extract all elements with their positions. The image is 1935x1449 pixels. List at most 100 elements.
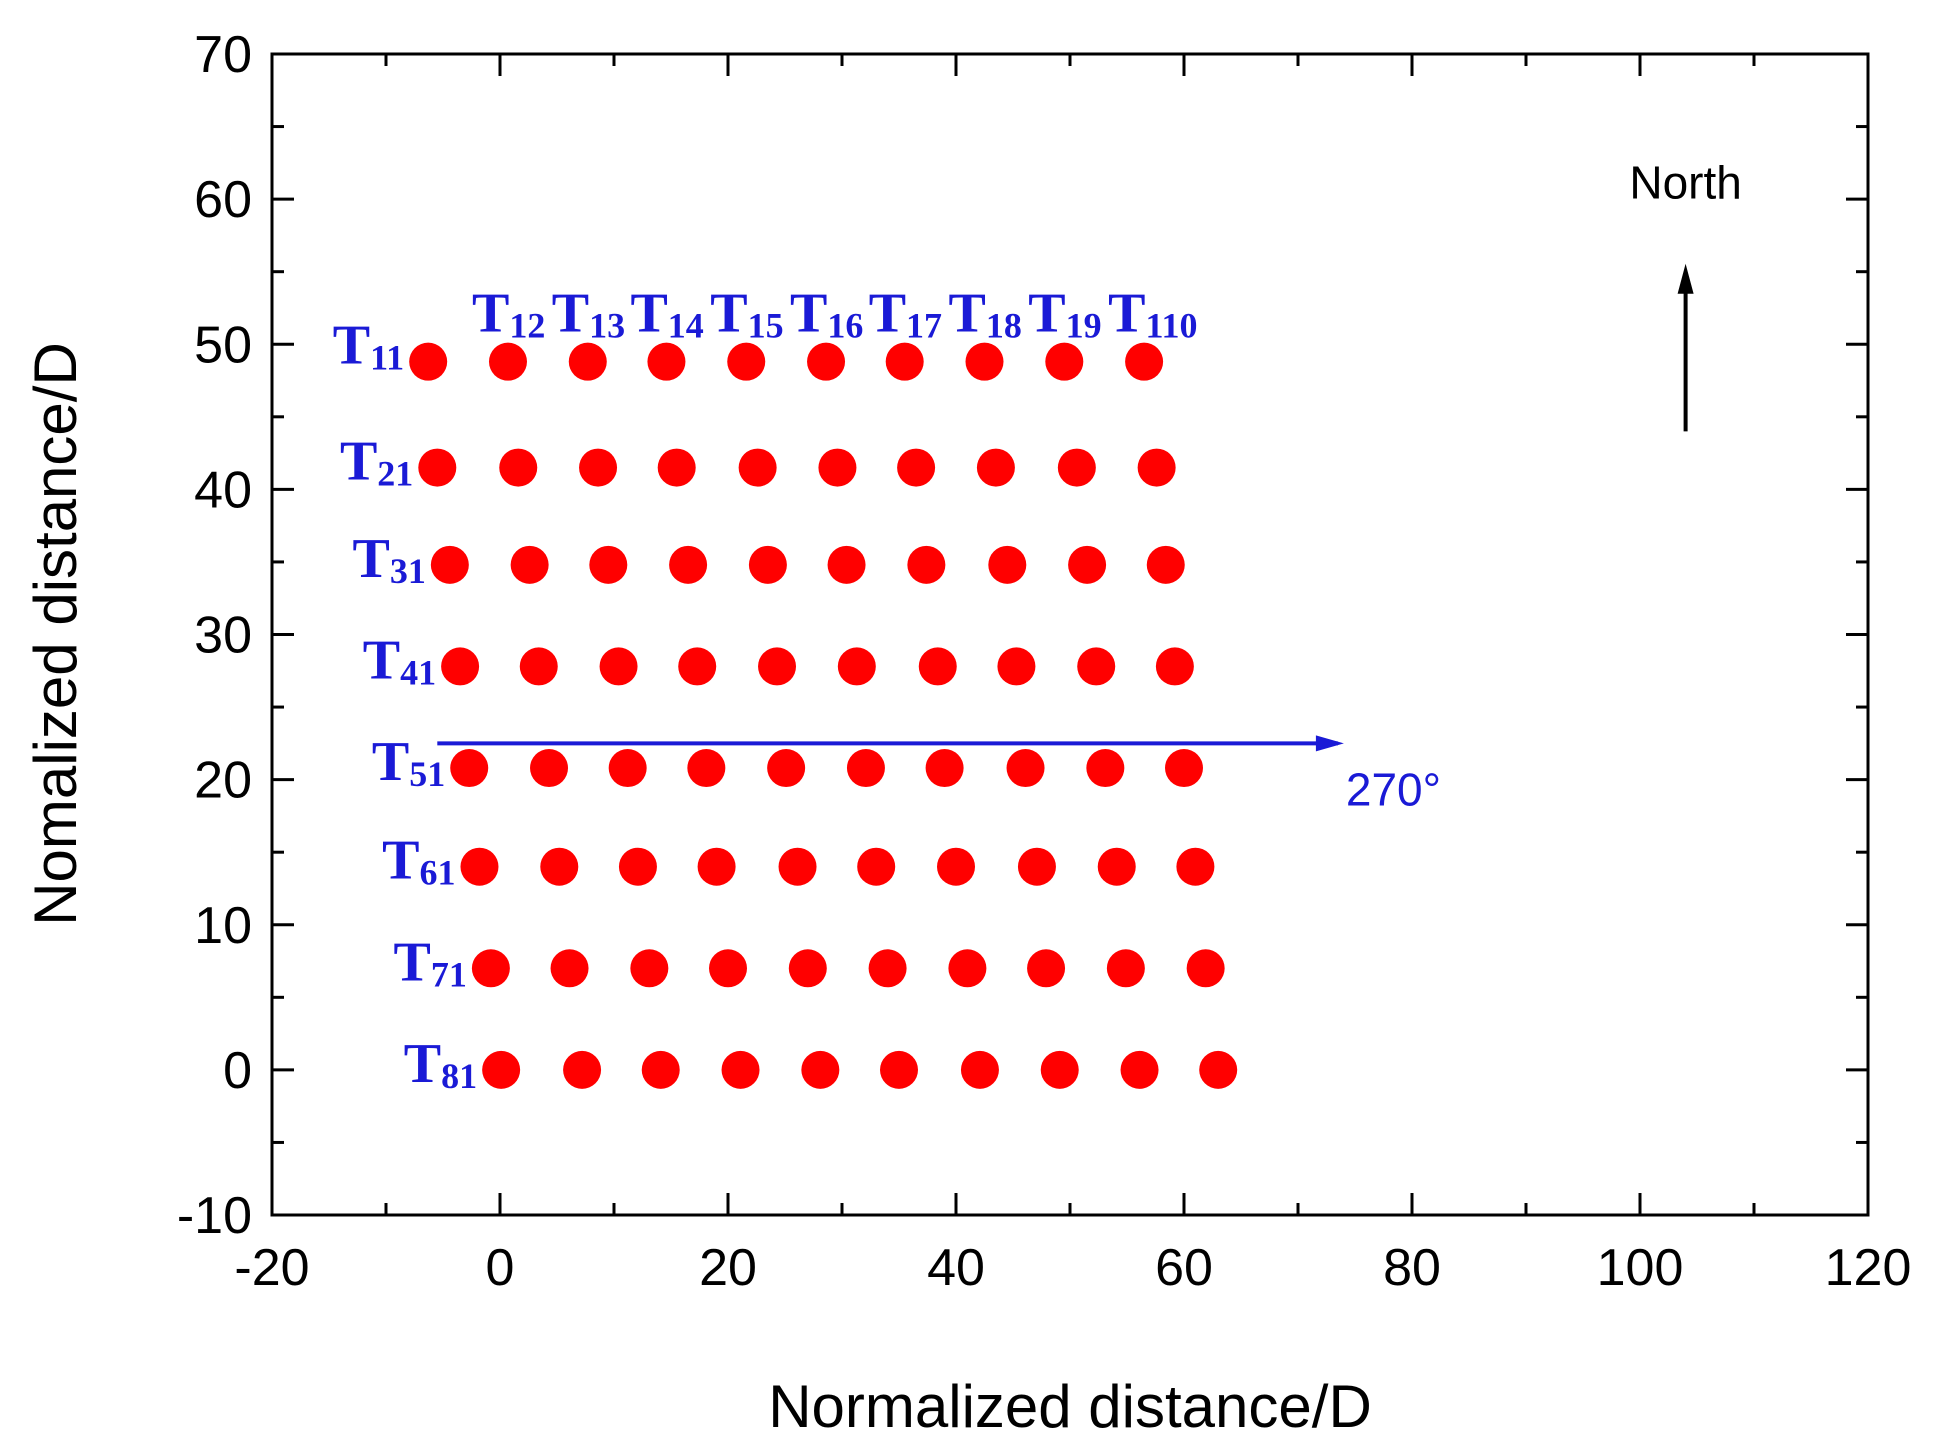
y-tick-label: 70 (194, 26, 252, 84)
turbine-point (657, 448, 696, 487)
turbine-point (1057, 448, 1096, 487)
y-tick-label: 50 (194, 316, 252, 374)
turbine-point (450, 749, 489, 788)
turbine-point (897, 448, 936, 487)
y-tick-label: 60 (194, 171, 252, 229)
turbine-point (482, 1050, 521, 1089)
turbine-point (510, 545, 549, 584)
turbine-point (727, 342, 766, 381)
turbine-point (846, 749, 885, 788)
x-tick-label: 60 (1155, 1239, 1213, 1297)
turbine-point (778, 847, 817, 886)
turbine-point (1120, 1050, 1159, 1089)
turbine-point (827, 545, 866, 584)
column-label: T12 (472, 283, 545, 346)
x-tick-label: 120 (1825, 1239, 1912, 1297)
column-label: T16 (790, 283, 863, 346)
turbine-point (1017, 847, 1056, 886)
x-tick-label: 100 (1597, 1239, 1684, 1297)
wind-direction-label: 270° (1346, 763, 1441, 815)
turbine-point (460, 847, 499, 886)
turbine-point (630, 949, 669, 988)
column-label: T110 (1108, 283, 1197, 346)
turbine-point (907, 545, 946, 584)
row-label: T61 (382, 830, 455, 893)
turbine-point (471, 949, 510, 988)
turbine-point (589, 545, 628, 584)
turbine-point (1086, 749, 1125, 788)
turbine-point (418, 448, 457, 487)
turbine-point (599, 647, 638, 686)
row-label: T31 (352, 528, 425, 591)
y-tick-label: 10 (194, 897, 252, 955)
turbine-point (937, 847, 975, 886)
north-arrow-head (1677, 263, 1694, 294)
turbine-point (618, 847, 657, 886)
turbine-point (758, 647, 797, 686)
column-label: T13 (552, 283, 625, 346)
x-tick-label: 40 (927, 1239, 985, 1297)
turbine-point (965, 342, 1004, 381)
turbine-point (687, 749, 726, 788)
turbine-point (540, 847, 579, 886)
turbine-point (748, 545, 787, 584)
y-tick-label: 0 (223, 1042, 252, 1100)
column-label: T19 (1028, 283, 1101, 346)
turbine-point (1165, 749, 1203, 788)
turbine-point (697, 847, 736, 886)
turbine-point (997, 647, 1036, 686)
column-label: T14 (630, 283, 703, 346)
turbine-point (1045, 342, 1084, 381)
turbine-point (818, 448, 857, 487)
y-tick-label: 40 (194, 461, 252, 519)
turbine-point (568, 342, 607, 381)
y-axis-title: Nomalized distance/D (22, 342, 89, 926)
turbine-point (767, 749, 806, 788)
turbine-point (1040, 1050, 1079, 1089)
x-tick-label: 20 (699, 1239, 757, 1297)
x-axis-title: Normalized distance/D (768, 1373, 1372, 1440)
turbine-point (1125, 342, 1164, 381)
turbine-point (709, 949, 747, 988)
turbine-point (488, 342, 527, 381)
turbine-point (788, 949, 827, 988)
turbine-point (1068, 545, 1107, 584)
turbine-point (409, 342, 448, 381)
turbine-point (880, 1050, 918, 1089)
x-tick-label: 0 (486, 1239, 515, 1297)
row-label: T71 (394, 931, 467, 994)
turbine-point (1097, 847, 1136, 886)
row-label: T81 (404, 1033, 477, 1096)
turbine-point (1006, 749, 1045, 788)
turbine-points (409, 342, 1238, 1089)
turbine-point (925, 749, 964, 788)
turbine-point (1027, 949, 1066, 988)
turbine-point (441, 647, 480, 686)
plot-frame (270, 52, 1870, 1217)
turbine-point (1155, 647, 1194, 686)
turbine-point (530, 749, 569, 788)
turbine-point (669, 545, 708, 584)
x-tick-label: 80 (1383, 1239, 1441, 1297)
turbine-point (550, 949, 589, 988)
column-label: T18 (949, 283, 1022, 346)
row-label: T51 (372, 731, 445, 794)
axis-ticks (270, 52, 1870, 1217)
turbine-point (1077, 647, 1116, 686)
turbine-point (608, 749, 647, 788)
turbine-point (738, 448, 777, 487)
north-label: North (1629, 157, 1741, 209)
turbine-point (1106, 949, 1145, 988)
column-label: T17 (869, 283, 942, 346)
turbine-point (721, 1050, 760, 1089)
turbine-point (885, 342, 924, 381)
turbine-point (988, 545, 1027, 584)
column-label: T15 (710, 283, 783, 346)
y-tick-label: -10 (177, 1187, 252, 1245)
turbine-point (1176, 847, 1215, 886)
turbine-point (430, 545, 469, 584)
turbine-point (519, 647, 558, 686)
turbine-point (976, 448, 1015, 487)
turbine-point (1137, 448, 1176, 487)
